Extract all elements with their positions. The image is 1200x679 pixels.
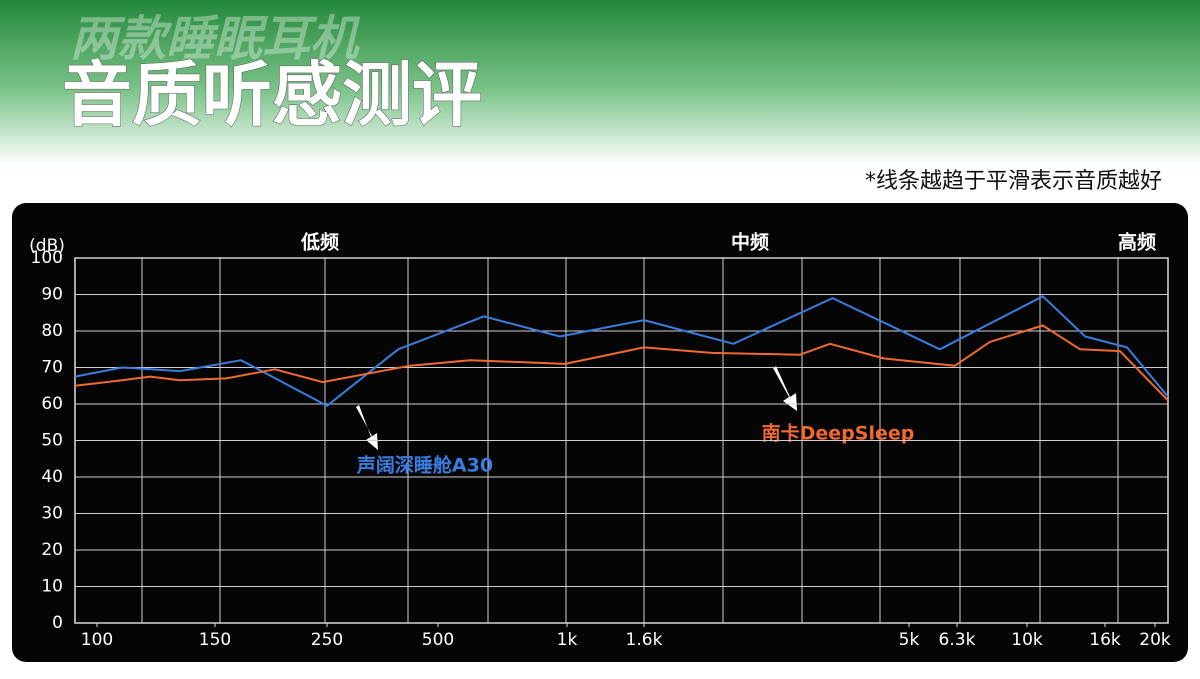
note: *线条越趋于平滑表示音质越好 <box>865 169 1162 194</box>
y-tick-label: 0 <box>52 613 63 633</box>
arrows <box>356 366 797 450</box>
x-tick-label: 1k <box>557 630 578 650</box>
x-tick-label: 1.6k <box>626 630 663 650</box>
y-tick-label: 30 <box>41 504 63 524</box>
y-tick-label: 100 <box>31 248 63 268</box>
band-label: 高频 <box>1118 231 1156 254</box>
y-tick-label: 70 <box>41 358 63 378</box>
y-tick-label: 80 <box>41 321 63 341</box>
x-tick-label: 20k <box>1139 630 1171 650</box>
x-tick-label: 250 <box>311 630 343 650</box>
x-tick-label: 5k <box>899 630 920 650</box>
y-axis-label: (dB) <box>29 236 65 256</box>
y-tick-label: 90 <box>41 285 63 305</box>
y-tick-label: 10 <box>41 577 63 597</box>
y-tick-label: 40 <box>41 467 63 487</box>
x-tick-label: 6.3k <box>939 630 976 650</box>
header-title: 音质听感测评 <box>62 54 482 136</box>
y-tick-label: 50 <box>41 431 63 451</box>
series-line <box>74 324 1169 402</box>
header-bg <box>0 0 1200 165</box>
series-line <box>74 295 1169 407</box>
x-tick-label: 10k <box>1011 630 1043 650</box>
y-tick-label: 20 <box>41 540 63 560</box>
series-label: 声阔深睡舱A30 <box>356 454 493 477</box>
header-subtitle: 两款睡眠耳机 <box>70 11 361 67</box>
x-tick-label: 16k <box>1089 630 1121 650</box>
band-label: 低频 <box>300 231 339 254</box>
chart-panel <box>12 203 1188 662</box>
band-label: 中频 <box>731 231 769 254</box>
x-tick-label: 500 <box>422 630 454 650</box>
x-tick-label: 100 <box>81 630 113 650</box>
y-tick-label: 60 <box>41 394 63 414</box>
series-label: 南卡DeepSleep <box>762 422 915 445</box>
x-tick-label: 150 <box>199 630 231 650</box>
